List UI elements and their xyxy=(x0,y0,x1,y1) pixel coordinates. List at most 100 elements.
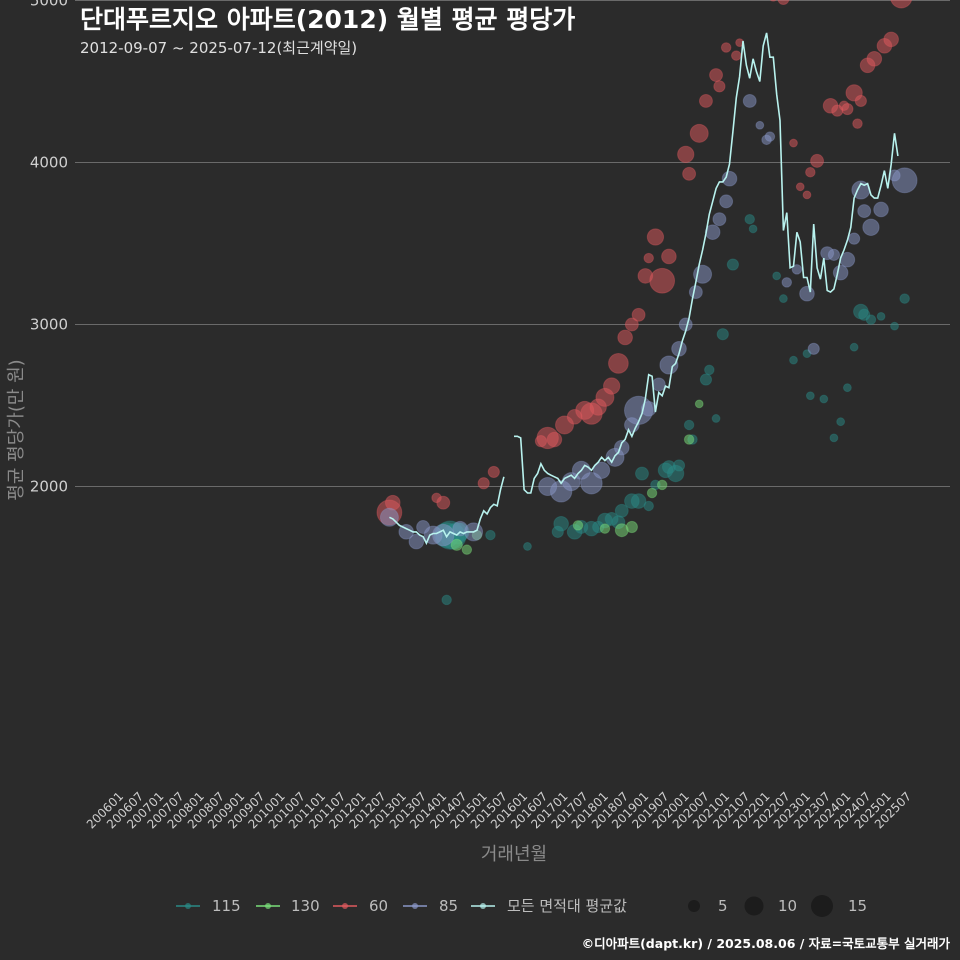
y-tick-label: 4000 xyxy=(30,154,68,172)
data-point-115 xyxy=(772,271,782,281)
data-point-60 xyxy=(852,118,863,129)
data-point-85 xyxy=(873,201,889,218)
data-point-85 xyxy=(848,232,861,245)
legend-dot-s85 xyxy=(412,903,418,909)
data-point-115 xyxy=(789,355,798,365)
y-tick-label: 3000 xyxy=(30,316,68,334)
size-legend-bubble xyxy=(688,900,700,912)
data-point-85 xyxy=(755,120,765,130)
data-point-115 xyxy=(842,383,852,393)
data-point-60 xyxy=(731,50,742,61)
data-point-85 xyxy=(712,212,727,227)
data-point-60 xyxy=(883,31,899,48)
data-point-60 xyxy=(841,102,854,116)
data-point-60 xyxy=(709,68,724,82)
data-point-115 xyxy=(748,224,758,234)
gridlines xyxy=(75,0,950,487)
data-point-115 xyxy=(699,373,713,386)
data-point-115 xyxy=(635,466,649,481)
legend-dot-s60 xyxy=(342,903,348,909)
data-point-115 xyxy=(836,417,846,427)
data-point-85 xyxy=(659,355,679,375)
size-legend-label: 5 xyxy=(718,897,728,915)
x-axis-label: 거래년월 xyxy=(481,844,547,865)
data-point-60 xyxy=(384,494,401,511)
legend-dot-s115 xyxy=(185,903,191,909)
legend-label-s115: 115 xyxy=(212,897,241,915)
data-point-60 xyxy=(720,42,732,53)
data-point-115 xyxy=(890,321,899,331)
data-point-85 xyxy=(764,131,776,142)
data-point-60 xyxy=(698,93,713,108)
y-axis-label: 평균 평당가(만 원) xyxy=(6,359,27,500)
size-legend-label: 15 xyxy=(848,897,867,915)
data-point-130 xyxy=(450,538,463,551)
data-point-85 xyxy=(721,170,738,187)
data-point-60 xyxy=(805,166,816,178)
data-point-115 xyxy=(485,529,496,541)
data-point-115 xyxy=(779,294,788,303)
average-line xyxy=(389,32,899,546)
legend-dot-avg xyxy=(480,903,486,909)
data-point-60 xyxy=(436,495,451,510)
source-caption: ©디아파트(dapt.kr) / 2025.08.06 / 자료=국토교통부 실… xyxy=(582,936,951,951)
legend-label-s60: 60 xyxy=(369,897,388,915)
data-point-85 xyxy=(719,194,734,209)
data-point-85 xyxy=(651,377,666,392)
data-point-115 xyxy=(630,493,647,509)
data-point-115 xyxy=(876,312,886,321)
y-tick-label: 2000 xyxy=(30,478,68,496)
data-point-115 xyxy=(829,433,839,443)
data-point-85 xyxy=(791,264,803,275)
chart-title: 단대푸르지오 아파트(2012) 월별 평균 평당가 xyxy=(80,5,575,34)
legend: 115 130 60 85 모든 면적대 평균값 5 10 15 xyxy=(176,895,867,917)
data-point-85 xyxy=(807,342,820,355)
data-point-60 xyxy=(789,138,798,148)
data-point-85 xyxy=(827,248,841,261)
data-point-60 xyxy=(713,80,726,93)
data-point-115 xyxy=(805,391,815,401)
data-point-60 xyxy=(689,123,709,143)
data-point-115 xyxy=(704,364,715,376)
data-point-85 xyxy=(408,533,425,550)
data-point-60 xyxy=(624,317,639,332)
size-legend-label: 10 xyxy=(778,897,797,915)
data-point-115 xyxy=(672,459,686,472)
data-point-115 xyxy=(716,328,729,341)
data-point-85 xyxy=(688,285,703,300)
data-point-60 xyxy=(477,477,490,490)
data-point-130 xyxy=(656,479,668,491)
legend-label-s130: 130 xyxy=(291,897,320,915)
data-point-60 xyxy=(617,329,633,346)
data-point-60 xyxy=(649,267,676,294)
data-point-130 xyxy=(461,544,473,555)
data-point-115 xyxy=(553,515,569,532)
data-point-60 xyxy=(682,166,697,181)
data-point-85 xyxy=(432,523,455,547)
data-point-60 xyxy=(643,252,654,264)
data-points xyxy=(376,0,918,606)
data-point-115 xyxy=(849,342,859,352)
chart-subtitle: 2012-09-07 ~ 2025-07-12(최근계약일) xyxy=(80,39,357,57)
data-point-85 xyxy=(891,167,918,194)
data-point-60 xyxy=(866,51,883,67)
data-point-85 xyxy=(379,507,399,527)
data-point-115 xyxy=(614,503,629,518)
data-point-85 xyxy=(781,277,793,288)
data-point-85 xyxy=(592,461,611,479)
data-point-60 xyxy=(854,94,867,108)
data-point-60 xyxy=(546,431,563,448)
data-point-60 xyxy=(795,182,805,192)
data-point-85 xyxy=(832,264,849,281)
y-tick-labels: 2000 3000 4000 5000 xyxy=(30,0,68,496)
size-legend-bubble xyxy=(744,896,764,916)
data-point-85 xyxy=(857,204,872,219)
data-point-60 xyxy=(631,307,646,322)
data-point-130 xyxy=(599,523,611,534)
data-point-115 xyxy=(441,594,452,606)
data-point-60 xyxy=(777,0,790,5)
data-point-60 xyxy=(608,353,629,374)
data-point-60 xyxy=(603,377,621,395)
data-point-130 xyxy=(646,487,658,499)
